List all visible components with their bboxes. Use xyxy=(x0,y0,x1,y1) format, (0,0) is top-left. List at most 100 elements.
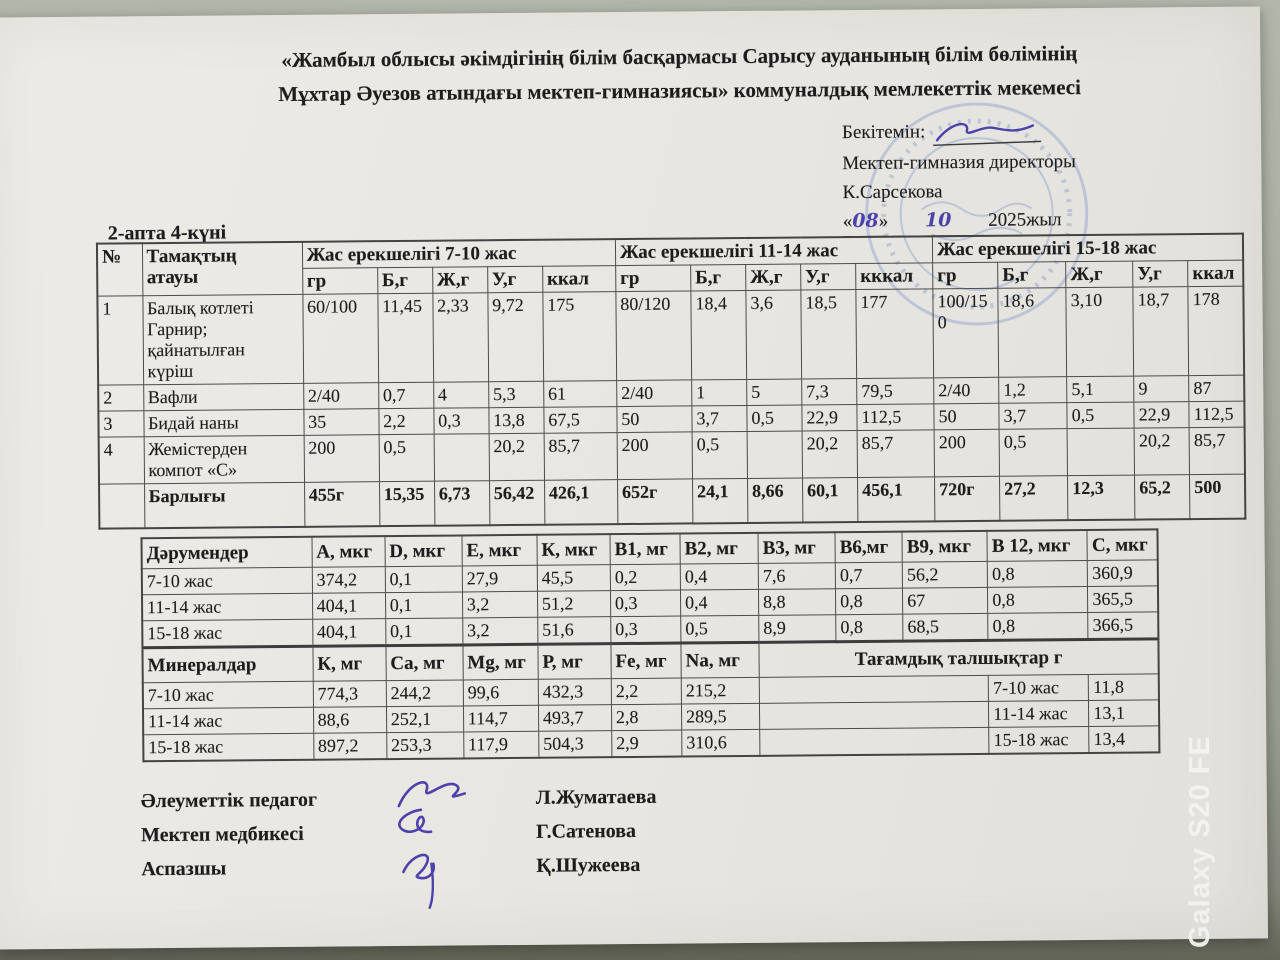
nutrition-value: 0,5 xyxy=(1067,402,1135,429)
total-value: 456,1 xyxy=(857,476,935,522)
nutrition-value: 2/40 xyxy=(616,379,692,407)
nutrition-value: 1,2 xyxy=(998,376,1068,404)
nutrition-value xyxy=(433,433,490,482)
vitamin-value: 404,1 xyxy=(312,592,386,620)
vitamin-value: 366,5 xyxy=(1088,611,1159,640)
nutrition-value: 177 xyxy=(855,288,934,379)
nutrition-value: 0,5 xyxy=(692,431,748,479)
nutrition-value: 20,2 xyxy=(1134,427,1190,476)
document-paper: «Жамбыл облысы әкімдігінің білім басқарм… xyxy=(0,6,1269,950)
nutrition-value: 22,9 xyxy=(801,404,858,431)
signature-role: Аспазшы xyxy=(141,857,227,881)
nutrition-value: 175 xyxy=(542,291,617,382)
mineral-header-cell: Р, мг xyxy=(537,643,612,680)
vitamin-header-cell: Е, мкг xyxy=(461,534,538,566)
row-number xyxy=(99,483,145,529)
vitamin-header-cell: К, мкг xyxy=(536,534,611,566)
nutrition-value: 22,9 xyxy=(1134,401,1190,429)
date-month-cell: 10 xyxy=(892,205,985,237)
vitamin-value: 0,8 xyxy=(987,612,1089,641)
mineral-value: 2,2 xyxy=(611,678,682,705)
nutrition-value: 178 xyxy=(1188,286,1245,376)
mineral-value: 252,1 xyxy=(386,705,464,733)
menu-subheader-cell: У,г xyxy=(1132,260,1189,288)
vitamin-header-cell: А, мкг xyxy=(311,536,385,568)
vitamin-header-cell: D, мкг xyxy=(384,535,463,567)
vitamin-value: 0,3 xyxy=(610,616,681,644)
approve-line: Бекітемін: xyxy=(842,115,1202,149)
empty-cell xyxy=(759,727,990,756)
mineral-value: 114,7 xyxy=(463,705,539,732)
nutrition-value: 112,5 xyxy=(1189,401,1245,428)
total-value: 27,2 xyxy=(999,475,1069,521)
nutrition-value: 85,7 xyxy=(1189,427,1245,475)
nutrients-table: Дәрумендер А, мкг D, мкг Е, мкг К, мкг В1, мг… xyxy=(140,528,1161,763)
nutrition-value: 5,1 xyxy=(1066,376,1135,403)
mineral-value: 244,2 xyxy=(385,679,464,707)
nutrition-value: 67,5 xyxy=(543,406,617,434)
mineral-value: 774,3 xyxy=(312,680,387,708)
menu-subheader-cell: ккал xyxy=(1187,260,1244,287)
nutrition-value: 85,7 xyxy=(543,432,618,481)
mineral-header-cell: Na, мг xyxy=(680,642,760,679)
fiber-age-label: 7-10 жас xyxy=(988,674,1089,702)
fiber-age-label: 15-18 жас xyxy=(988,726,1090,754)
fiber-age-label: 11-14 жас xyxy=(988,700,1090,728)
total-value: 455г xyxy=(304,481,380,527)
device-watermark: Galaxy S20 FE xyxy=(1184,735,1216,948)
menu-subheader-cell: Ж,г xyxy=(432,266,488,294)
vitamin-value: 0,1 xyxy=(384,565,463,593)
mineral-value: 215,2 xyxy=(681,677,760,705)
vitamin-value: 27,9 xyxy=(462,565,538,592)
nutrition-value: 2/40 xyxy=(933,377,999,404)
nutrition-value: 60/100 xyxy=(302,293,379,384)
nutrition-value: 50 xyxy=(616,405,693,433)
total-value: 426,1 xyxy=(544,479,618,525)
nutrition-value: 18,6 xyxy=(997,287,1067,378)
vitamin-value: 360,9 xyxy=(1087,559,1158,587)
vitamin-value: 45,5 xyxy=(537,564,611,592)
vitamin-value: 365,5 xyxy=(1087,585,1159,613)
total-value: 15,35 xyxy=(379,481,435,526)
nutrition-value: 2/40 xyxy=(303,382,379,410)
age-label: 7-10 жас xyxy=(141,567,313,595)
age-label: 11-14 жас xyxy=(142,593,313,621)
menu-subheader-cell: кккал xyxy=(855,262,933,290)
menu-subheader-cell: гр xyxy=(302,267,378,295)
total-value: 24,1 xyxy=(692,478,748,523)
total-value: 60,1 xyxy=(802,477,858,522)
vitamin-value: 0,3 xyxy=(610,590,681,617)
nutrition-value: 3,6 xyxy=(745,289,802,380)
mineral-header-cell: Mg, мг xyxy=(462,644,539,680)
nutrition-value: 7,3 xyxy=(801,378,857,405)
nutrition-value: 200 xyxy=(303,434,380,483)
total-value: 56,42 xyxy=(489,480,545,525)
signatures-block: Әлеуметтік педагог Л.Жуматаева Мектеп ме… xyxy=(141,781,742,909)
vitamin-value: 7,6 xyxy=(758,562,836,590)
approval-block: Бекітемін: Мектеп-гимназия директоры К.С… xyxy=(842,115,1203,237)
mineral-header-cell: К, мг xyxy=(312,645,386,682)
vitamin-value: 8,9 xyxy=(758,614,837,643)
menu-subheader-cell: ккал xyxy=(542,265,616,293)
vitamin-value: 0,8 xyxy=(835,614,904,642)
fiber-value: 11,8 xyxy=(1088,673,1159,701)
total-value: 720г xyxy=(934,476,1001,521)
staff-signature-icon xyxy=(397,781,467,834)
vitamin-value: 68,5 xyxy=(902,613,989,642)
vitamin-header-cell: Дәрумендер xyxy=(141,536,312,569)
document-title: «Жамбыл облысы әкімдігінің білім басқарм… xyxy=(98,34,1261,112)
nutrition-value: 9,72 xyxy=(487,292,544,382)
fiber-value: 13,4 xyxy=(1089,725,1160,753)
nutrition-value: 87 xyxy=(1188,375,1245,402)
date-year: 2025жыл xyxy=(988,208,1062,231)
nutrition-value: 3,10 xyxy=(1066,287,1134,377)
age-label: 15-18 жас xyxy=(142,619,313,648)
age-label: 11-14 жас xyxy=(142,707,314,735)
vitamin-header-cell: В2, мг xyxy=(679,532,759,565)
vitamin-value: 0,1 xyxy=(385,617,463,646)
age-group-15-18-header: Жас ерекшелігі 15-18 жас xyxy=(932,233,1244,263)
nutrition-value: 85,7 xyxy=(857,429,935,478)
fiber-header-cell: Тағамдық талшықтар г xyxy=(758,638,1159,678)
vitamin-value: 0,2 xyxy=(610,564,681,591)
